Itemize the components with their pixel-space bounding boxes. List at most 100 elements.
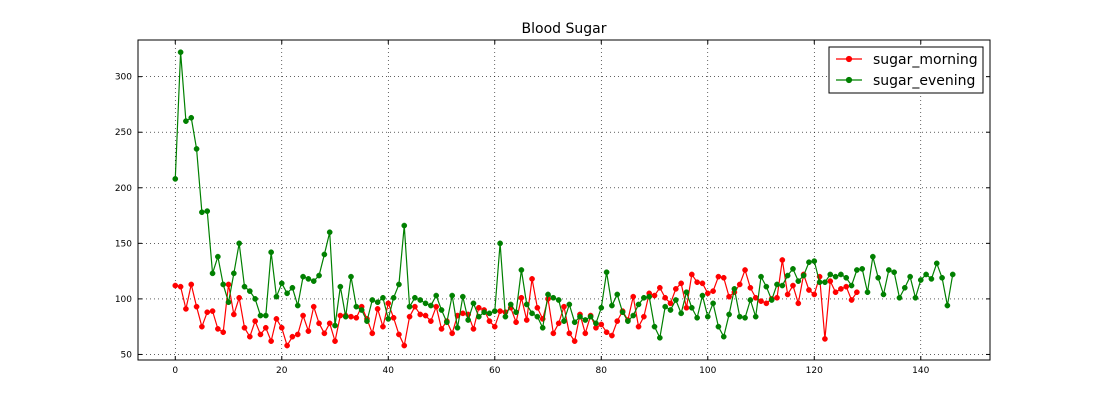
data-point-sugar-evening (225, 299, 232, 306)
data-point-sugar-evening (928, 276, 935, 282)
data-point-sugar-evening (859, 266, 866, 272)
data-point-sugar-morning (715, 273, 722, 280)
data-point-sugar-morning (848, 297, 855, 303)
data-point-sugar-morning (268, 338, 274, 344)
data-point-sugar-evening (550, 294, 557, 301)
x-tick-label: 100 (699, 366, 716, 376)
data-point-sugar-evening (625, 318, 631, 324)
data-point-sugar-evening (896, 294, 903, 301)
data-point-sugar-morning (603, 329, 610, 336)
data-point-sugar-evening (220, 281, 227, 288)
data-point-sugar-morning (369, 330, 376, 337)
data-point-sugar-morning (337, 312, 344, 319)
data-point-sugar-evening (231, 270, 237, 277)
data-point-sugar-evening (811, 258, 818, 264)
data-point-sugar-morning (284, 342, 290, 349)
data-point-sugar-evening (449, 292, 456, 299)
plot-frame (137, 39, 991, 361)
data-point-sugar-evening (561, 318, 567, 324)
data-point-sugar-evening (710, 300, 716, 307)
data-point-sugar-morning (321, 330, 328, 337)
data-point-sugar-evening (806, 259, 812, 266)
data-point-sugar-morning (651, 292, 658, 299)
data-point-sugar-morning (571, 338, 578, 344)
data-point-sugar-morning (491, 323, 498, 330)
data-point-sugar-morning (657, 284, 663, 291)
data-point-sugar-evening (262, 312, 269, 319)
data-point-sugar-evening (566, 301, 573, 308)
data-point-sugar-evening (603, 269, 610, 276)
data-point-sugar-morning (257, 331, 264, 338)
data-point-sugar-evening (651, 323, 658, 330)
data-point-sugar-morning (614, 318, 621, 324)
data-point-sugar-evening (907, 273, 913, 280)
data-point-sugar-morning (827, 278, 834, 284)
y-tick-label: 300 (115, 73, 132, 83)
data-point-sugar-evening (641, 294, 647, 301)
data-point-sugar-evening (188, 114, 195, 121)
data-point-sugar-morning (550, 330, 557, 337)
data-point-sugar-evening (768, 297, 775, 303)
data-point-sugar-evening (678, 310, 685, 317)
data-point-sugar-evening (923, 271, 929, 278)
data-point-sugar-morning (406, 313, 413, 320)
data-point-sugar-morning (779, 257, 786, 263)
data-point-sugar-evening (816, 279, 823, 286)
data-point-sugar-morning (273, 316, 280, 322)
data-point-sugar-morning (449, 330, 456, 337)
data-point-sugar-evening (284, 290, 290, 297)
data-point-sugar-morning (305, 328, 312, 334)
data-point-sugar-morning (246, 333, 253, 340)
data-point-sugar-morning (316, 320, 322, 327)
data-point-sugar-evening (657, 334, 663, 341)
data-point-sugar-evening (917, 277, 924, 283)
data-point-sugar-morning (720, 274, 727, 281)
data-point-sugar-evening (321, 251, 328, 258)
data-point-sugar-evening (529, 310, 535, 317)
data-point-sugar-evening (742, 314, 748, 321)
chart-title: Blood Sugar (522, 21, 607, 37)
data-point-sugar-morning (747, 284, 754, 291)
data-point-sugar-morning (641, 313, 647, 320)
legend: sugar_morning sugar_evening (828, 46, 984, 94)
data-point-sugar-morning (374, 306, 381, 312)
data-point-sugar-evening (598, 304, 605, 311)
data-point-sugar-morning (795, 300, 802, 307)
data-point-sugar-evening (875, 274, 882, 281)
data-point-sugar-evening (848, 282, 855, 289)
x-tick-label: 120 (806, 366, 823, 376)
series-sugar-morning (172, 257, 860, 349)
data-point-sugar-evening (630, 312, 637, 319)
data-point-sugar-evening (172, 176, 179, 182)
data-point-sugar-morning (758, 298, 764, 304)
data-point-sugar-morning (172, 282, 179, 289)
data-point-sugar-morning (555, 320, 562, 327)
data-point-sugar-evening (406, 303, 413, 310)
data-point-sugar-evening (390, 294, 397, 301)
data-point-sugar-morning (428, 318, 434, 324)
x-tick-label: 40 (383, 366, 395, 376)
data-point-sugar-morning (672, 286, 679, 292)
data-point-sugar-evening (273, 293, 280, 300)
data-point-sugar-morning (694, 279, 700, 286)
data-point-sugar-evening (523, 301, 530, 308)
data-point-sugar-evening (587, 313, 594, 320)
series-layer (172, 49, 956, 349)
data-point-sugar-morning (790, 282, 796, 289)
data-point-sugar-evening (939, 274, 945, 281)
data-point-sugar-evening (614, 291, 621, 298)
data-point-sugar-evening (412, 294, 418, 301)
axis-ticks: 0 20 40 60 80 100 120 140 50 100 150 200 250 300 (115, 40, 990, 376)
data-point-sugar-morning (688, 271, 695, 278)
data-point-sugar-evening (545, 291, 551, 298)
data-point-sugar-evening (593, 320, 599, 327)
data-point-sugar-evening (236, 240, 243, 247)
data-point-sugar-evening (694, 314, 700, 321)
data-point-sugar-morning (518, 294, 525, 301)
legend-marker-sugar-evening (845, 76, 853, 84)
data-point-sugar-evening (310, 278, 317, 284)
grid (138, 40, 990, 360)
data-point-sugar-evening (838, 271, 844, 278)
data-point-sugar-morning (726, 293, 732, 300)
